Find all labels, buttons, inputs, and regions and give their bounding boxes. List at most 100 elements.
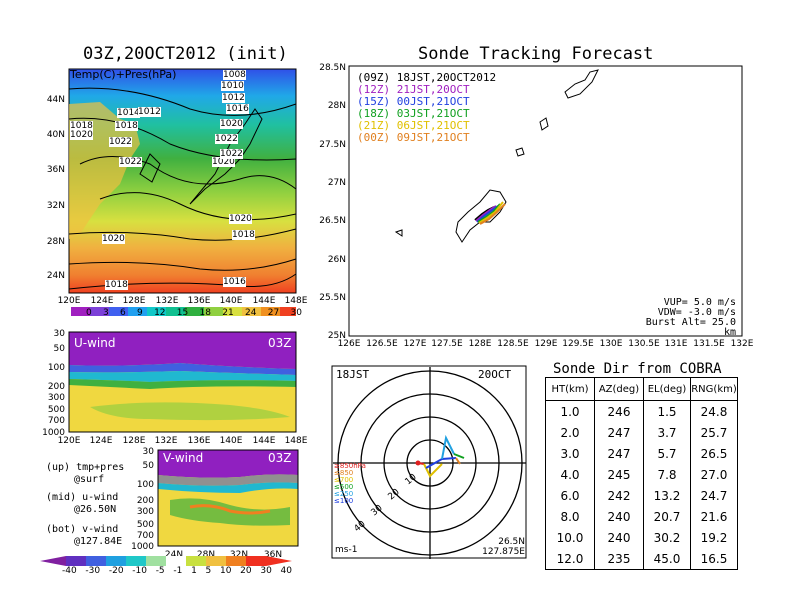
polar-level-legend: ≥850hPa ≤850 ≤700 ≤500 ≤250 ≤100 [334, 463, 366, 505]
colorbar-tick: 6 [120, 308, 126, 318]
note-bot-1: (bot) v-wind [46, 524, 119, 535]
table-row: 4.0 245 7.8 27.0 [545, 464, 738, 485]
pressure-label: 1020 [70, 130, 93, 140]
level-500: ≤500 [334, 483, 354, 491]
y-tick: 50 [143, 461, 155, 471]
pressure-label: 1016 [223, 277, 246, 287]
lon-tick: 128E [123, 296, 146, 306]
wind-tick: 1 [191, 566, 197, 576]
cell: 240 [594, 527, 644, 548]
lon-tick: 129.5E [562, 339, 594, 349]
pressure-label: 1020 [220, 119, 243, 129]
lon-tick: 127.5E [431, 339, 463, 349]
y-tick: 100 [137, 480, 154, 490]
cobra-header-row: HT(km) AZ(deg) EL(deg) RNG(km) [545, 377, 738, 401]
cobra-title: Sonde Dir from COBRA [553, 361, 722, 377]
temperature-colorbar [71, 307, 296, 316]
y-tick: 200 [137, 496, 154, 506]
x-tick: 136E [188, 436, 211, 445]
x-tick: 132E [155, 436, 178, 445]
y-tick: 1000 [42, 428, 65, 438]
wind-tick: -40 [62, 566, 77, 576]
pressure-label: 1014 [117, 108, 140, 118]
lon-tick: 128E [469, 339, 492, 349]
pressure-label: 1012 [138, 107, 161, 117]
lat-tick: 27.5N [319, 140, 346, 150]
x-tick: 148E [285, 436, 308, 445]
x-tick: 144E [253, 436, 276, 445]
pressure-label: 1022 [119, 157, 142, 167]
cell: 12.0 [545, 548, 595, 570]
table-row: 1.0 246 1.5 24.8 [545, 400, 738, 422]
y-tick: 100 [48, 363, 65, 373]
cell: 45.0 [643, 548, 691, 570]
lon-tick: 132E [156, 296, 179, 306]
lat-tick: 36N [47, 165, 65, 175]
map-inner-label: Temp(C)+Pres(hPa) [70, 68, 177, 81]
note-up-1: (up) tmp+pres [46, 462, 125, 473]
lon-tick: 126E [338, 339, 361, 349]
note-bot-2: @127.84E [74, 536, 123, 547]
v-wind-x-ticks: 24N 28N 32N 36N [165, 550, 282, 560]
cell: 6.0 [545, 485, 595, 506]
wind-colorbar-ticks: -40 -30 -20 -10 -5 -1 1 5 10 20 30 40 [62, 566, 292, 576]
u-wind-y-ticks: 30 50 100 200 300 500 700 1000 [42, 329, 65, 438]
table-row: 3.0 247 5.7 26.5 [545, 443, 738, 464]
lon-tick: 136E [188, 296, 211, 306]
tracking-map: 28.5N 28N 27.5N 27N 26.5N 26N 25.5N 25N … [319, 63, 754, 349]
lat-tick: 28N [47, 237, 65, 247]
lon-tick: 130.5E [628, 339, 660, 349]
cell: 247 [594, 422, 644, 443]
lon-tick: 130E [600, 339, 623, 349]
param-burst: Burst Alt= 25.0 km [645, 317, 736, 338]
table-row: 6.0 242 13.2 24.7 [545, 485, 738, 506]
lon-tick: 132E [731, 339, 754, 349]
lat-tick: 26.5N [319, 216, 346, 226]
cell: 1.0 [545, 400, 595, 422]
cell: 1.5 [643, 400, 691, 422]
colorbar-tick: 15 [176, 308, 189, 318]
hodograph-trace [417, 434, 465, 478]
pressure-label: 1008 [223, 70, 246, 80]
wind-tick: 5 [205, 566, 212, 576]
pressure-label: 1012 [222, 93, 245, 103]
cell: 7.8 [643, 464, 691, 485]
wind-colorbar [40, 556, 292, 566]
wind-tick: 40 [280, 566, 292, 576]
cell: 27.0 [690, 464, 738, 485]
lon-tick: 127E [404, 339, 427, 349]
colorbar-tick: 21 [222, 308, 234, 318]
lon-tick: 131E [665, 339, 688, 349]
lat-tick: 28N [328, 101, 346, 111]
x-tick: 124E [90, 436, 113, 445]
polar-lat: 26.5N [498, 537, 525, 547]
x-tick: 24N [165, 550, 183, 560]
lat-tick: 44N [47, 95, 65, 105]
colorbar-tick: 30 [290, 308, 302, 318]
y-tick: 300 [48, 393, 65, 403]
x-tick: 128E [123, 436, 146, 445]
level-700: ≤700 [334, 476, 354, 484]
pressure-label: 1018 [70, 121, 93, 131]
y-tick: 30 [143, 447, 155, 457]
temperature-pressure-map: 44N 40N 36N 32N 28N 24N 120E 124E 128E 1… [47, 68, 308, 316]
cell: 245 [594, 464, 644, 485]
cell: 24.8 [690, 400, 738, 422]
wind-tick: 30 [260, 566, 272, 576]
wind-tick: 10 [220, 566, 232, 576]
level-850: ≤850 [334, 469, 354, 477]
pressure-label: 1020 [212, 157, 235, 167]
pressure-label: 1022 [215, 134, 238, 144]
lat-tick: 24N [47, 271, 65, 281]
lat-tick: 25N [328, 331, 346, 341]
cell: 2.0 [545, 422, 595, 443]
note-mid-1: (mid) u-wind [46, 492, 119, 503]
x-tick: 28N [197, 550, 215, 560]
legend-entry-09z: (09Z) 18JST,20OCT2012 [357, 71, 497, 84]
level-850-plus: ≥850hPa [334, 462, 366, 470]
cell: 26.5 [690, 443, 738, 464]
col-ht: HT(km) [545, 377, 595, 401]
tracking-lon-ticks: 126E 126.5E 127E 127.5E 128E 128.5E 129E… [338, 339, 754, 349]
cobra-table-wrap: HT(km) AZ(deg) EL(deg) RNG(km) 1.0 246 1.5… [545, 377, 738, 570]
pressure-label: 1010 [221, 81, 244, 91]
